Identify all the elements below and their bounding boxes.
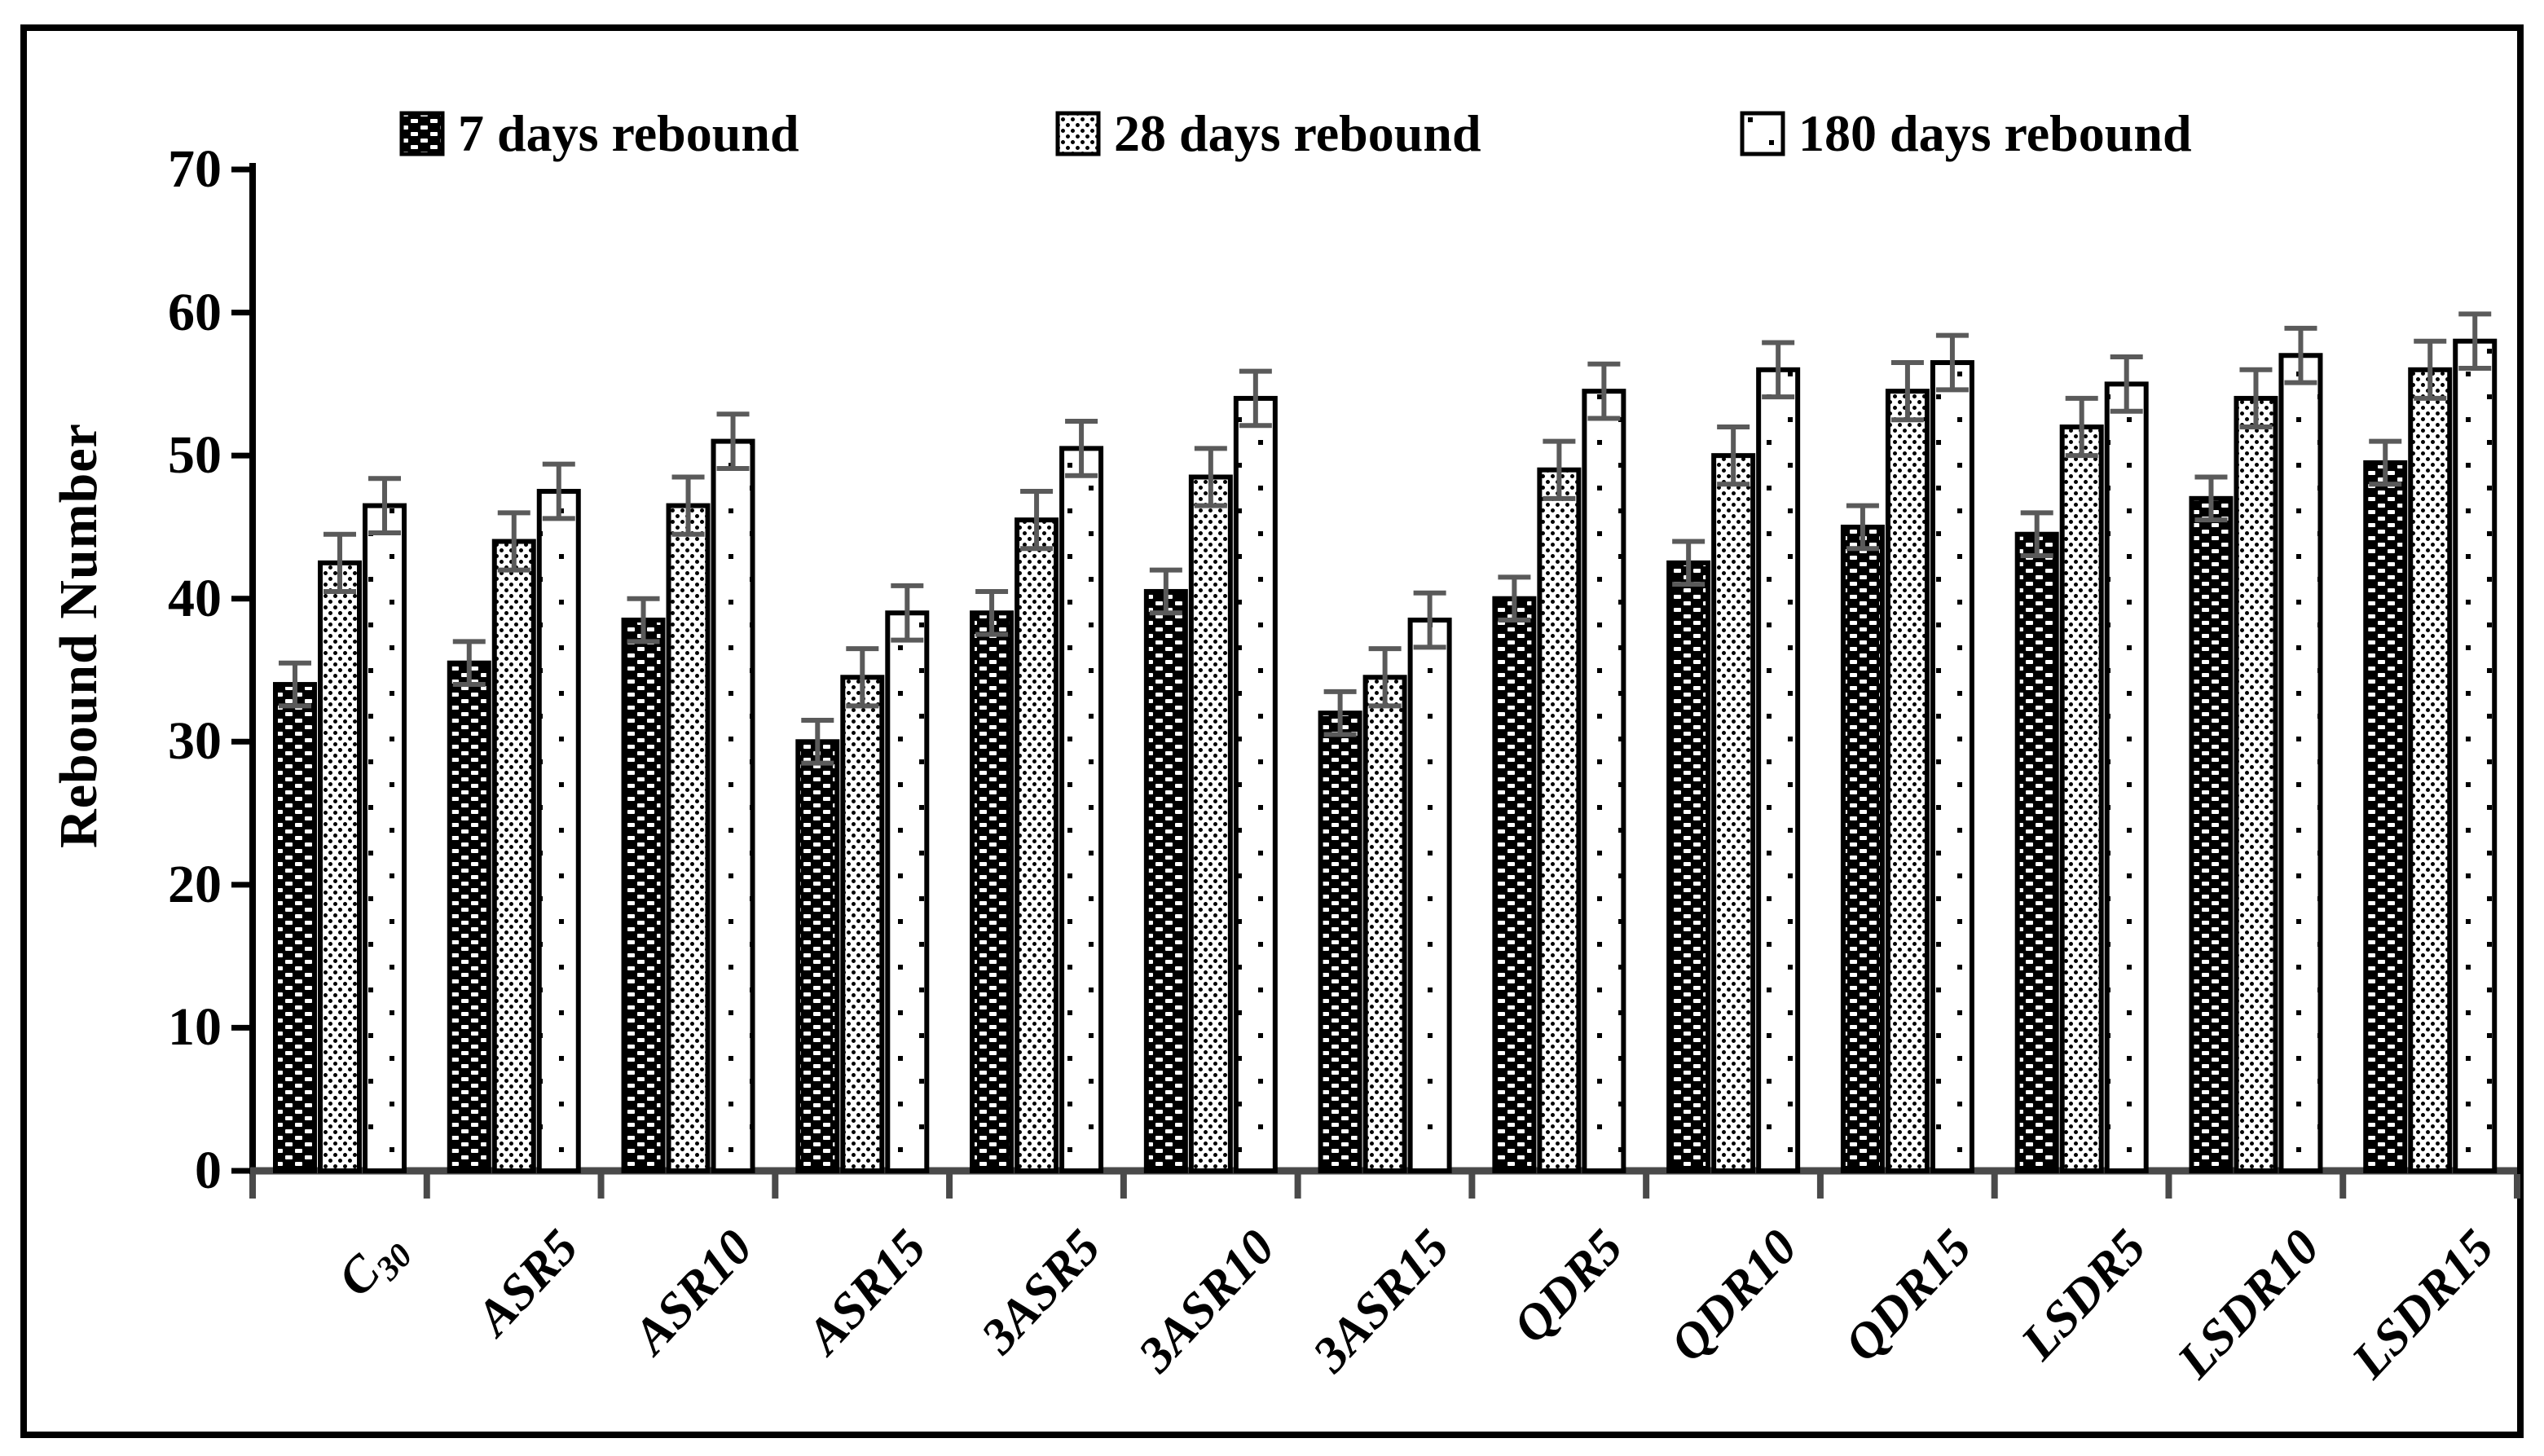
y-axis-tick-label: 70 (168, 139, 222, 199)
error-bar (2458, 311, 2492, 372)
error-bar (279, 660, 311, 709)
bar-QDR5-series2 (1582, 389, 1626, 1173)
error-bar (452, 639, 486, 688)
error-bar (1762, 340, 1795, 400)
legend-label: 28 days rebound (1114, 104, 1481, 162)
bar-ASR15-series1 (840, 675, 885, 1173)
bar-QDR15-series0 (1840, 524, 1885, 1173)
error-bar (2284, 325, 2317, 385)
error-bar (324, 531, 356, 594)
legend-label: 180 days rebound (1798, 104, 2192, 162)
bar-QDR5-series1 (1537, 467, 1582, 1173)
bar-QDR10-series0 (1666, 560, 1711, 1173)
error-bar (2239, 367, 2273, 430)
bar-ASR5-series2 (536, 489, 581, 1173)
y-axis-tick-label: 50 (168, 425, 222, 486)
y-axis-tick-label: 60 (168, 282, 222, 342)
error-bar (1935, 332, 1969, 393)
legend-marker-icon (399, 111, 445, 156)
bar-3ASR10-series2 (1233, 395, 1278, 1173)
error-bar (1323, 688, 1357, 737)
error-bar (1239, 368, 1272, 429)
bar-QDR5-series0 (1492, 596, 1537, 1173)
bar-3ASR15-series1 (1362, 675, 1407, 1173)
bar-ASR10-series0 (621, 618, 666, 1173)
y-axis-tick-label: 20 (168, 854, 222, 914)
y-axis-tick-label: 0 (195, 1141, 222, 1200)
bar-ASR5-series0 (447, 660, 491, 1173)
error-bar (2414, 338, 2447, 401)
error-bar (801, 717, 834, 766)
error-bar (368, 476, 401, 535)
error-bar (1890, 360, 1924, 423)
error-bar (1587, 361, 1621, 421)
legend-marker-icon (1740, 111, 1785, 156)
error-bar (1672, 539, 1706, 587)
bar-LSDR5-series1 (2059, 424, 2104, 1173)
bar-QDR15-series2 (1930, 360, 1974, 1174)
bar-LSDR10-series1 (2234, 395, 2278, 1173)
error-bar (1498, 574, 1531, 623)
bar-LSDR15-series1 (2408, 367, 2453, 1174)
bar-QDR10-series2 (1756, 367, 1801, 1174)
error-bar (671, 474, 705, 537)
bar-C30-series1 (318, 560, 362, 1173)
bar-3ASR15-series2 (1407, 618, 1452, 1173)
error-bar (1368, 646, 1402, 709)
legend-item-28d: 28 days rebound (1055, 95, 1481, 173)
legend-marker-icon (1055, 111, 1101, 156)
bar-LSDR5-series2 (2104, 381, 2149, 1173)
bar-QDR10-series1 (1711, 453, 1756, 1173)
y-axis-tick-label: 40 (168, 568, 222, 628)
error-bar (2065, 395, 2098, 459)
bar-ASR10-series1 (666, 503, 711, 1173)
error-bar (716, 411, 750, 471)
y-axis-tick-label: 10 (168, 997, 222, 1058)
error-bar (1065, 419, 1098, 478)
bar-LSDR15-series2 (2453, 338, 2498, 1174)
error-bar (2194, 474, 2228, 523)
error-bar (497, 510, 530, 573)
bar-LSDR15-series0 (2363, 460, 2408, 1173)
error-bar (1194, 446, 1227, 508)
error-bar (1717, 424, 1750, 487)
bar-ASR15-series0 (795, 739, 840, 1173)
error-bar (846, 646, 879, 709)
bar-C30-series2 (363, 503, 407, 1173)
bar-3ASR5-series2 (1059, 446, 1104, 1173)
error-bar (1846, 503, 1879, 552)
error-bar (891, 583, 924, 643)
bar-LSDR10-series2 (2278, 353, 2323, 1174)
bar-C30-series0 (273, 682, 317, 1173)
error-bar (2369, 438, 2402, 487)
error-bar (1149, 567, 1182, 616)
bar-3ASR5-series0 (970, 610, 1015, 1173)
legend-item-180d: 180 days rebound (1740, 95, 2192, 173)
bar-LSDR5-series0 (2014, 531, 2059, 1173)
legend-label: 7 days rebound (458, 104, 799, 162)
bar-QDR15-series1 (1885, 389, 1930, 1173)
bar-ASR10-series2 (711, 438, 755, 1173)
error-bar (975, 588, 1009, 637)
bar-3ASR10-series1 (1188, 474, 1233, 1173)
error-bar (1413, 590, 1446, 650)
error-bar (542, 461, 575, 521)
error-bar (1020, 489, 1054, 552)
bar-3ASR15-series0 (1318, 710, 1362, 1173)
error-bar (2020, 510, 2053, 559)
y-axis-tick-label: 30 (168, 711, 222, 772)
bar-LSDR10-series0 (2189, 495, 2234, 1173)
legend-item-7d: 7 days rebound (399, 95, 799, 173)
bar-ASR5-series1 (491, 539, 536, 1173)
error-bar (2110, 354, 2143, 414)
bar-ASR15-series2 (885, 610, 930, 1173)
bar-3ASR10-series0 (1143, 588, 1188, 1173)
error-bar (1543, 438, 1576, 501)
error-bar (627, 596, 660, 644)
bar-3ASR5-series1 (1015, 517, 1059, 1173)
